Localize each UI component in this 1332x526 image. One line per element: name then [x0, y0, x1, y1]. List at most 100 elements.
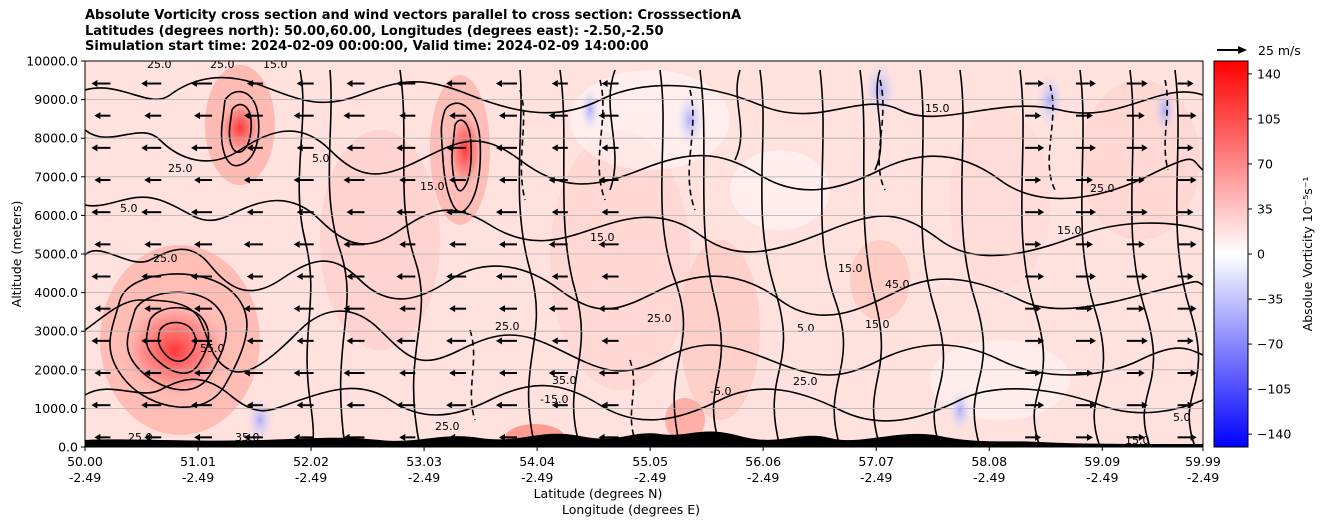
x-tick-label-lat: 54.04 — [519, 454, 555, 469]
colorbar-tick-label: −70 — [1257, 337, 1283, 352]
wind-vector-head — [449, 369, 456, 377]
title-line-3: Simulation start time: 2024-02-09 00:00:… — [85, 39, 649, 54]
y-tick-label: 9000.0 — [34, 92, 78, 107]
wind-vector-head — [548, 305, 555, 313]
vorticity-field: 25.0 25.0 15.0 5.0 25.0 25.0 15.0 15.0 1… — [85, 58, 1203, 447]
wind-vector-head — [144, 112, 151, 120]
wind-vector-head — [91, 80, 98, 88]
wind-vector-head — [293, 433, 300, 441]
wind-vector-head — [191, 401, 198, 409]
contour-label: 15.0 — [1125, 434, 1150, 447]
wind-vector-head — [91, 144, 98, 152]
x-tick-label-lat: 52.02 — [293, 454, 329, 469]
x-tick-label-lon: -2.49 — [408, 470, 440, 485]
wind-vector-head — [141, 208, 148, 216]
contour-label: 25.0 — [647, 312, 672, 325]
x-tick-label-lon: -2.49 — [295, 470, 327, 485]
wind-vector-head — [1190, 433, 1197, 441]
wind-vector-head — [194, 112, 201, 120]
wind-vector-head — [144, 305, 151, 313]
wind-vector-head — [1141, 337, 1148, 345]
contour-label: 15.0 — [838, 262, 863, 275]
x-axis-label-lon: Longitude (degrees E) — [562, 502, 700, 517]
contour-label: 15.0 — [925, 102, 950, 115]
wind-vector-head — [243, 112, 250, 120]
wind-vector-head — [1035, 112, 1042, 120]
wind-vector-head — [1089, 80, 1096, 88]
wind-vector-head — [91, 273, 98, 281]
wind-vector-head — [1138, 240, 1145, 248]
wind-vector-head — [495, 401, 502, 409]
wind-vector-head — [495, 208, 502, 216]
quiver-key-arrowhead — [1238, 46, 1247, 54]
wind-vector-head — [194, 369, 201, 377]
wind-vector-head — [296, 144, 303, 152]
wind-vector-head — [1089, 337, 1096, 345]
wind-vector-head — [396, 208, 403, 216]
wind-vector-head — [296, 80, 303, 88]
wind-vector-head — [293, 369, 300, 377]
wind-vector-head — [91, 337, 98, 345]
wind-vector-head — [1086, 112, 1093, 120]
wind-vector-head — [346, 144, 353, 152]
contour-label: 25.0 — [495, 320, 520, 333]
wind-vector-head — [548, 176, 555, 184]
wind-vector-head — [399, 305, 406, 313]
wind-vector-head — [144, 369, 151, 377]
wind-vector-head — [191, 208, 198, 216]
x-tick-label-lat: 51.01 — [180, 454, 216, 469]
y-tick-label: 5000.0 — [34, 247, 78, 262]
wind-vector-head — [1138, 369, 1145, 377]
x-tick-label-lon: -2.49 — [860, 470, 892, 485]
contour-label: 25.0 — [153, 252, 178, 265]
wind-vector-head — [495, 144, 502, 152]
wind-vector-head — [144, 176, 151, 184]
wind-vector-head — [343, 240, 350, 248]
x-tick-label-lon: -2.49 — [1187, 470, 1219, 485]
quiver-key-label: 25 m/s — [1258, 43, 1301, 58]
wind-vector-head — [399, 176, 406, 184]
wind-vector-head — [449, 176, 456, 184]
wind-vector-head — [498, 305, 505, 313]
contour-label: 25.0 — [168, 162, 193, 175]
wind-vector-head — [1190, 240, 1197, 248]
vorticity-max-upper-1 — [218, 100, 262, 156]
wind-vector-head — [141, 144, 148, 152]
contour-label: 5.0 — [797, 322, 815, 335]
x-tick-label-lat: 53.03 — [406, 454, 442, 469]
wind-vector-head — [1035, 369, 1042, 377]
wind-vector-head — [1086, 305, 1093, 313]
wind-vector-head — [498, 433, 505, 441]
wind-vector-head — [296, 401, 303, 409]
wind-vector-head — [1089, 401, 1096, 409]
contour-label: 15.0 — [263, 58, 288, 71]
x-tick-label-lon: -2.49 — [973, 470, 1005, 485]
wind-vector-head — [94, 240, 101, 248]
wind-vector-head — [296, 273, 303, 281]
contour-label: 45.0 — [885, 278, 910, 291]
wind-vector-head — [343, 369, 350, 377]
wind-vector-head — [449, 240, 456, 248]
wind-vector-head — [1190, 305, 1197, 313]
wind-vector-head — [296, 337, 303, 345]
wind-vector-head — [1187, 337, 1194, 345]
wind-vector-head — [1141, 273, 1148, 281]
wind-vector-head — [601, 337, 608, 345]
wind-vector-head — [293, 112, 300, 120]
y-tick-label: 10000.0 — [26, 54, 78, 69]
colorbar-tick-label: 70 — [1257, 156, 1273, 171]
colorbar-label: Absolue Vorticity 10⁻⁵s⁻¹ — [1300, 177, 1315, 332]
wind-vector-head — [495, 273, 502, 281]
wind-vector-head — [1190, 176, 1197, 184]
wind-vector-head — [1038, 401, 1045, 409]
wind-vector-head — [446, 401, 453, 409]
quiver-key: 25 m/s — [1217, 43, 1301, 58]
x-tick-label-lat: 59.99 — [1185, 454, 1221, 469]
contour-label: 35.0 — [235, 431, 260, 444]
wind-vector-head — [1038, 208, 1045, 216]
wind-vector-head — [343, 305, 350, 313]
wind-vector-head — [601, 144, 608, 152]
wind-vector-head — [94, 433, 101, 441]
wind-vector-head — [498, 240, 505, 248]
wind-vector-head — [94, 112, 101, 120]
